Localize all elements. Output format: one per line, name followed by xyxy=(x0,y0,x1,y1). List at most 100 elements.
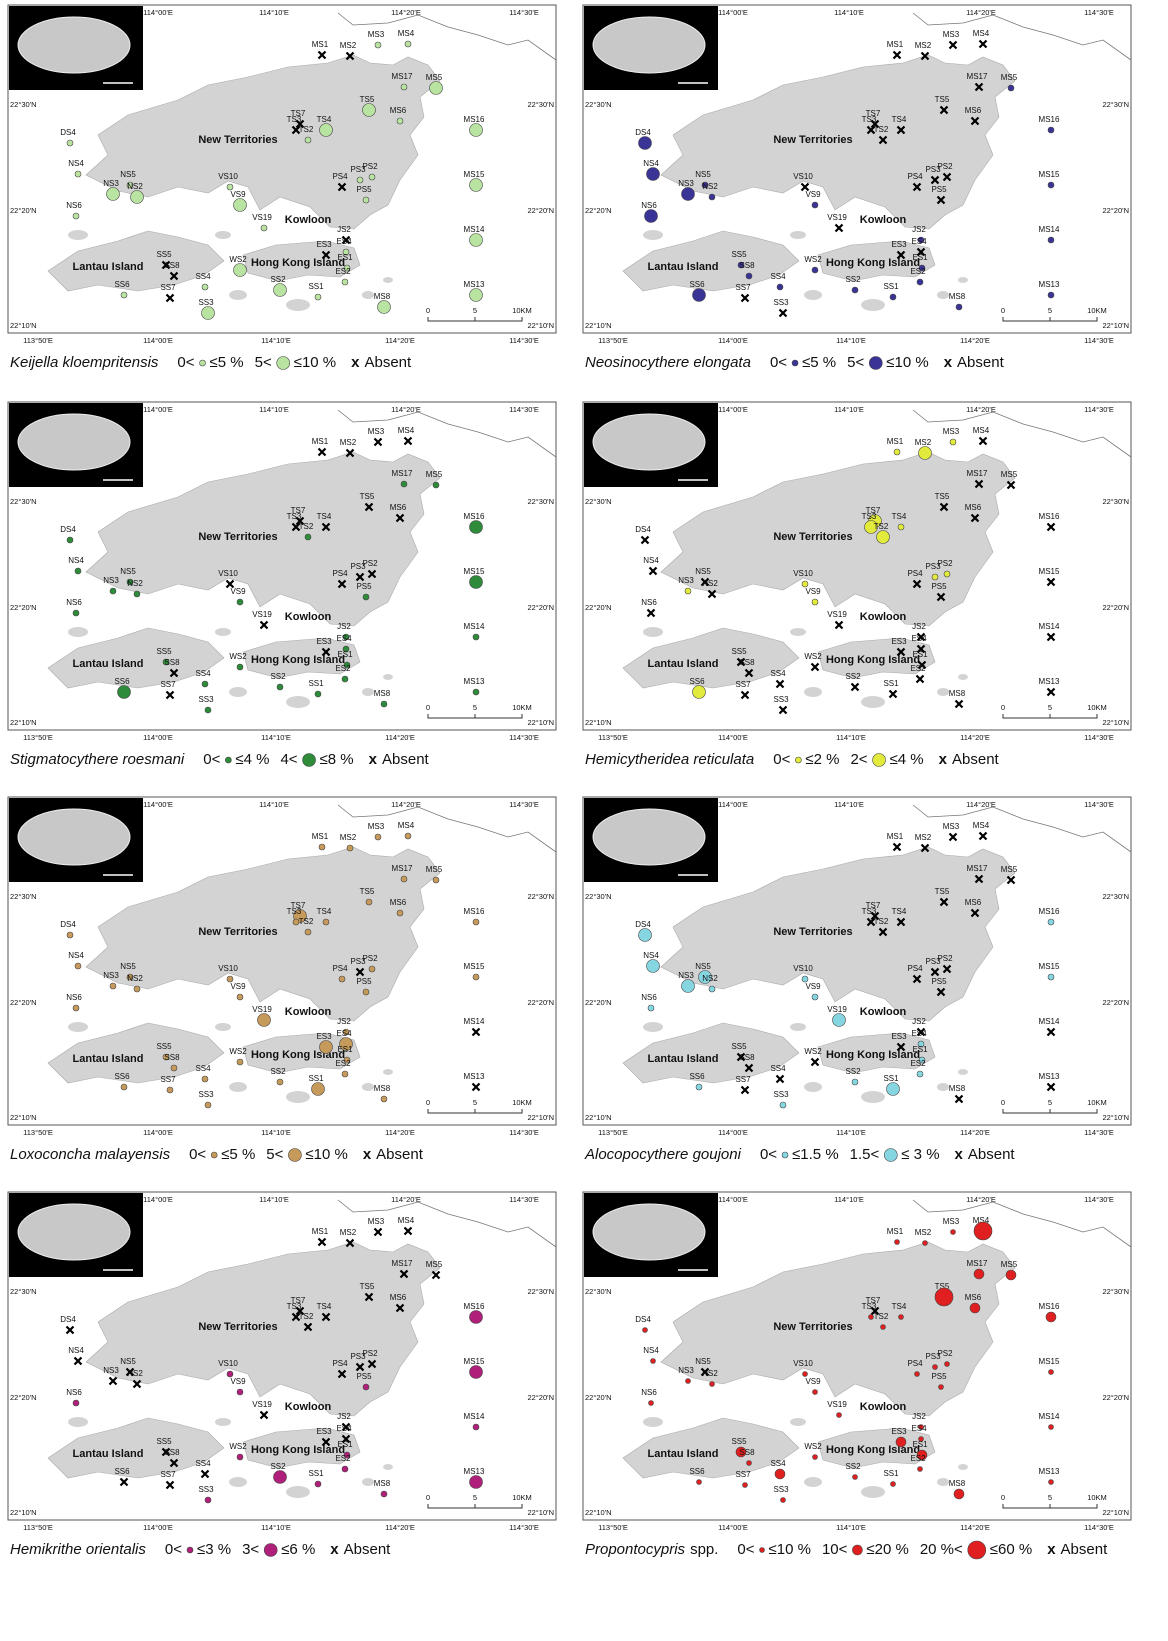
abundance-dot xyxy=(347,845,353,851)
longitude-label: 114°20'E xyxy=(385,733,415,742)
station-label: WS2 xyxy=(229,1442,247,1451)
latitude-label: 22°30'N xyxy=(1102,497,1129,506)
legend-absent-label: Absent xyxy=(376,1146,424,1163)
longitude-label: 114°30'E xyxy=(509,8,539,17)
abundance-dot xyxy=(237,1059,243,1065)
station-label: MS8 xyxy=(374,1479,391,1488)
abundance-dot xyxy=(433,877,439,883)
station-label: NS2 xyxy=(127,1369,143,1378)
abundance-dot xyxy=(917,279,923,285)
scale-label: 5 xyxy=(473,1098,477,1107)
scale-label: 0 xyxy=(1001,1493,1005,1502)
abundance-dot xyxy=(950,439,956,445)
abundance-dot xyxy=(1049,1480,1054,1485)
station-label: VS19 xyxy=(252,1005,272,1014)
longitude-label: 114°00'E xyxy=(143,800,173,809)
abundance-dot xyxy=(685,588,691,594)
station-label: SS1 xyxy=(883,282,899,291)
abundance-dot xyxy=(363,104,376,117)
station-label: PS2 xyxy=(362,162,378,171)
islet xyxy=(229,1477,247,1487)
abundance-dot xyxy=(342,279,348,285)
legend-lower: 20 %< xyxy=(920,1541,963,1558)
longitude-label: 114°30'E xyxy=(1084,336,1114,345)
abundance-dot xyxy=(470,124,483,137)
station-label: MS3 xyxy=(368,30,385,39)
legend-upper: ≤10 % xyxy=(769,1541,811,1558)
station-label: MS3 xyxy=(943,1217,960,1226)
station-label: JS2 xyxy=(337,622,351,631)
abundance-dot xyxy=(73,1400,79,1406)
station-label: TS3 xyxy=(862,115,877,124)
abundance-dot xyxy=(709,986,715,992)
latitude-label: 22°20'N xyxy=(585,998,612,1007)
abundance-dot xyxy=(381,1491,387,1497)
station-label: VS9 xyxy=(230,190,246,199)
longitude-label: 114°10'E xyxy=(259,800,289,809)
longitude-label: 114°20'E xyxy=(960,336,990,345)
abundance-dot xyxy=(237,599,243,605)
place-name: Hong Kong Island xyxy=(251,1444,345,1456)
abundance-dot xyxy=(234,264,247,277)
longitude-label: 114°20'E xyxy=(385,1523,415,1532)
legend-upper: ≤2 % xyxy=(805,751,839,768)
legend-upper: ≤4 % xyxy=(235,751,269,768)
station-label: SS2 xyxy=(270,672,286,681)
station-label: PS5 xyxy=(931,582,947,591)
abundance-dot xyxy=(237,994,243,1000)
abundance-dot xyxy=(747,1461,752,1466)
station-label: MS6 xyxy=(390,106,407,115)
station-label: MS1 xyxy=(887,832,904,841)
latitude-label: 22°30'N xyxy=(527,1287,554,1296)
specimen xyxy=(18,809,130,865)
station-label: NS5 xyxy=(695,567,711,576)
legend-dot xyxy=(187,1547,193,1553)
place-name: Hong Kong Island xyxy=(826,1444,920,1456)
latitude-label: 22°20'N xyxy=(1102,998,1129,1007)
station-label: MS4 xyxy=(398,1216,415,1225)
station-label: ES3 xyxy=(891,1427,907,1436)
longitude-label: 114°00'E xyxy=(143,336,173,345)
station-label: NS5 xyxy=(120,962,136,971)
legend-lower: 0< xyxy=(189,1146,206,1163)
longitude-label: 114°10'E xyxy=(834,405,864,414)
station-label: MS5 xyxy=(1001,1260,1018,1269)
abundance-dot xyxy=(470,289,483,302)
station-label: SS2 xyxy=(845,275,861,284)
islet xyxy=(68,1417,88,1427)
islet xyxy=(362,291,374,299)
station-label: MS16 xyxy=(464,1302,485,1311)
station-label: TS3 xyxy=(287,512,302,521)
abundance-dot xyxy=(647,168,660,181)
longitude-label: 114°00'E xyxy=(143,733,173,742)
scale-label: 5 xyxy=(1048,1098,1052,1107)
place-name: Kowloon xyxy=(285,214,332,226)
station-label: SS7 xyxy=(160,1470,176,1479)
longitude-label: 114°00'E xyxy=(718,1128,748,1137)
station-label: ES2 xyxy=(335,267,351,276)
station-label: ES1 xyxy=(912,650,928,659)
abundance-dot xyxy=(1008,85,1014,91)
station-label: ES1 xyxy=(337,1440,353,1449)
legend-lower: 0< xyxy=(203,751,220,768)
station-label: SS4 xyxy=(770,669,786,678)
abundance-dot xyxy=(375,834,381,840)
station-label: SS2 xyxy=(270,275,286,284)
legend-dot xyxy=(869,357,882,370)
station-label: NS4 xyxy=(68,1346,84,1355)
station-label: MS2 xyxy=(915,41,932,50)
station-label: MS3 xyxy=(943,427,960,436)
station-label: PS2 xyxy=(362,559,378,568)
place-name: Lantau Island xyxy=(648,1448,719,1460)
station-label: NS2 xyxy=(702,1369,718,1378)
station-label: TS5 xyxy=(360,492,375,501)
station-label: MS13 xyxy=(464,1467,485,1476)
station-label: ES3 xyxy=(891,637,907,646)
station-label: SS1 xyxy=(308,1074,324,1083)
abundance-dot xyxy=(970,1303,980,1313)
place-name: Kowloon xyxy=(285,1006,332,1018)
station-label: MS1 xyxy=(887,437,904,446)
islet xyxy=(229,1082,247,1092)
abundance-dot xyxy=(473,689,479,695)
station-label: NS6 xyxy=(641,993,657,1002)
